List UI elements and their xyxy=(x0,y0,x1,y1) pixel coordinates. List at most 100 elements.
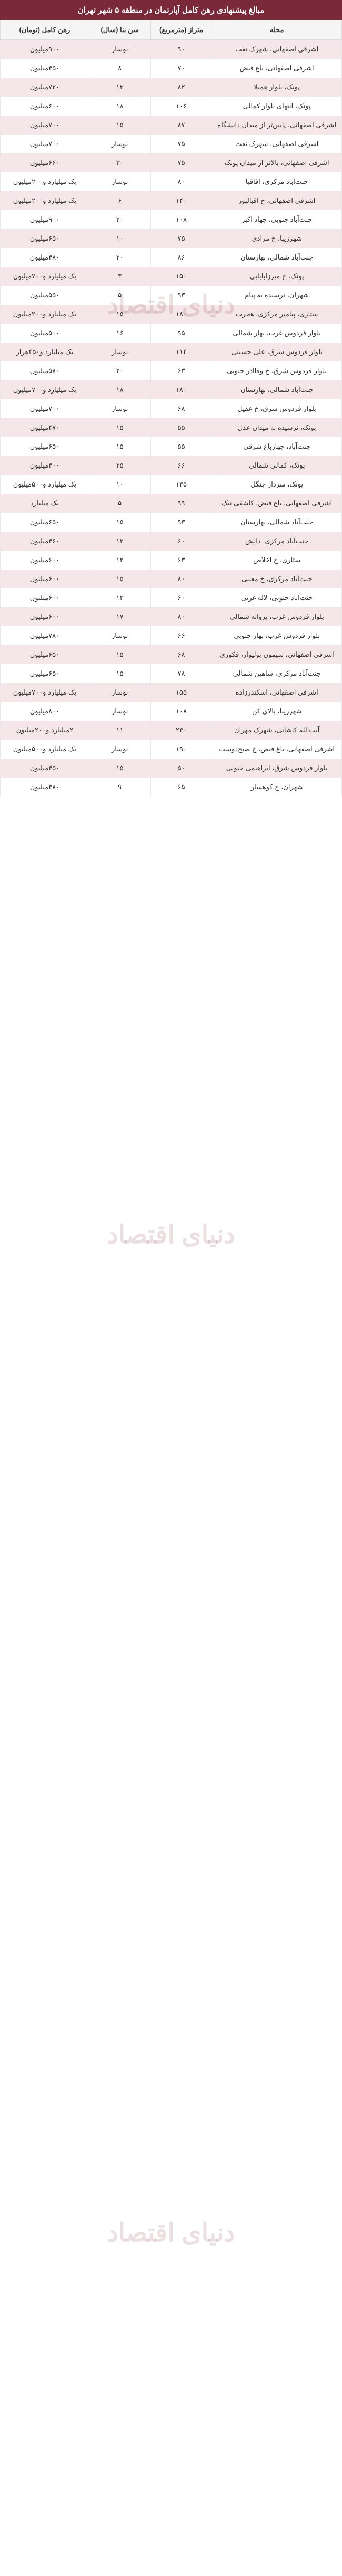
table-cell: ۷۰۰میلیون xyxy=(1,116,89,135)
table-cell: ۴۶۰میلیون xyxy=(1,532,89,551)
table-cell: ۸۰۰میلیون xyxy=(1,702,89,721)
table-cell: ۱۶ xyxy=(89,324,150,343)
table-cell: ۸۰ xyxy=(150,172,212,191)
table-row: پونک، بلوار همیلا۸۲۱۳۷۲۰میلیون xyxy=(1,78,342,97)
col-header-size: متراژ (مترمربع) xyxy=(150,20,212,40)
table-row: بلوار فردوس شرق، علی حسینی۱۱۴نوسازیک میل… xyxy=(1,343,342,361)
watermark-icon: دنیای اقتصاد xyxy=(107,2218,235,2248)
table-row: بلوار فردوس شرق، خ وفاآذر جنوبی۶۳۲۰۵۸۰می… xyxy=(1,361,342,380)
table-cell: نوساز xyxy=(89,343,150,361)
table-cell: ۶۵۰میلیون xyxy=(1,513,89,532)
table-row: بلوار فردوس غرب، بهار جنوبی۶۶نوساز۷۸۰میل… xyxy=(1,626,342,645)
price-table: محله متراژ (مترمربع) سن بنا (سال) رهن کا… xyxy=(0,20,342,796)
table-cell: ۱۵ xyxy=(89,759,150,778)
table-cell: ۶۵۰میلیون xyxy=(1,229,89,248)
table-cell: ۹۰۰میلیون xyxy=(1,40,89,59)
table-cell: ۶۵۰میلیون xyxy=(1,437,89,456)
table-row: بلوار فردوس غرب، پروانه شمالی۸۰۱۷۶۰۰میلی… xyxy=(1,607,342,626)
table-cell: جنت‌آباد مرکزی، آقاقیا xyxy=(212,172,342,191)
table-cell: ۵۰ xyxy=(150,759,212,778)
table-cell: اشرفی اصفهانی، شهرک نفت xyxy=(212,135,342,153)
table-row: جنت‌آباد جنوبی، جهاد اکبر۱۰۸۲۰۹۰۰میلیون xyxy=(1,210,342,229)
page-title: مبالغ پیشنهادی رهن کامل آپارتمان در منطق… xyxy=(0,0,342,20)
table-cell: ۸۰ xyxy=(150,570,212,588)
table-row: پونک، سردار جنگل۱۳۵۱۰یک میلیارد و۵۰۰میلی… xyxy=(1,475,342,494)
table-cell: ۹۵ xyxy=(150,324,212,343)
table-cell: پونک، سردار جنگل xyxy=(212,475,342,494)
table-cell: جنت‌آباد جنوبی، لاله غربی xyxy=(212,588,342,607)
table-row: جنت‌آباد مرکزی، شاهین شمالی۷۸۱۵۶۵۰میلیون xyxy=(1,664,342,683)
table-cell: ۶۰ xyxy=(150,588,212,607)
table-cell: جنت‌آباد مرکزی، شاهین شمالی xyxy=(212,664,342,683)
table-cell: ۴۵۰میلیون xyxy=(1,59,89,78)
table-cell: ۷۵ xyxy=(150,229,212,248)
table-cell: یک میلیارد و۵۰۰میلیون xyxy=(1,475,89,494)
table-cell: ۱۲ xyxy=(89,551,150,570)
table-cell: ۵۸۰میلیون xyxy=(1,361,89,380)
table-cell: یک میلیارد و۲۰۰میلیون xyxy=(1,305,89,324)
table-cell: ۹۳ xyxy=(150,513,212,532)
table-cell: ۲میلیارد و۲۰۰میلیون xyxy=(1,721,89,740)
table-row: شهرزیبا، خ مرادی۷۵۱۰۶۵۰میلیون xyxy=(1,229,342,248)
table-cell: ۶۰۰میلیون xyxy=(1,570,89,588)
table-cell: اشرفی اصفهانی، باغ فیض xyxy=(212,59,342,78)
table-row: جنت‌آباد، چهارباغ شرقی۵۵۱۵۶۵۰میلیون xyxy=(1,437,342,456)
table-cell: نوساز xyxy=(89,702,150,721)
table-cell: ۱۵ xyxy=(89,437,150,456)
table-cell: جنت‌آباد مرکزی، خ معینی xyxy=(212,570,342,588)
table-cell: ۱۸۰ xyxy=(150,305,212,324)
table-row: جنت‌آباد مرکزی، خ معینی۸۰۱۵۶۰۰میلیون xyxy=(1,570,342,588)
table-cell: ۵۵ xyxy=(150,437,212,456)
table-cell: اشرفی اصفهانی، خ اقبالپور xyxy=(212,191,342,210)
table-row: اشرفی اصفهانی، باغ فیض، خ صبح‌دوست۱۹۰نوس… xyxy=(1,740,342,759)
table-cell: نوساز xyxy=(89,683,150,702)
table-cell: جنت‌آباد شمالی، بهارستان xyxy=(212,380,342,399)
table-cell: جنت‌آباد، چهارباغ شرقی xyxy=(212,437,342,456)
table-cell: ۶۳ xyxy=(150,551,212,570)
table-cell: ۲۰ xyxy=(89,210,150,229)
table-cell: ۶۰۰میلیون xyxy=(1,588,89,607)
table-row: اشرفی اصفهانی، باغ فیض۷۰۸۴۵۰میلیون xyxy=(1,59,342,78)
table-cell: ۹ xyxy=(89,778,150,796)
table-cell: ۱۰۸ xyxy=(150,210,212,229)
table-row: پونک، انتهای بلوار کمالی۱۰۶۱۸۶۰۰میلیون xyxy=(1,97,342,116)
table-cell: ۶۰ xyxy=(150,532,212,551)
table-cell: شهرزیبا، بالای کن xyxy=(212,702,342,721)
table-cell: ۷۰۰میلیون xyxy=(1,399,89,418)
table-cell: ۳ xyxy=(89,267,150,286)
table-row: جنت‌آباد شمالی، بهارستان۹۳۱۵۶۵۰میلیون xyxy=(1,513,342,532)
table-cell: نوساز xyxy=(89,172,150,191)
table-row: شهرزیبا، بالای کن۱۰۸نوساز۸۰۰میلیون xyxy=(1,702,342,721)
table-cell: ۸ xyxy=(89,59,150,78)
table-cell: ۸۷ xyxy=(150,116,212,135)
table-cell: ۶۳ xyxy=(150,361,212,380)
table-cell: ۶۶۰میلیون xyxy=(1,153,89,172)
table-cell: ۲۰ xyxy=(89,361,150,380)
table-cell: ۵۰۰میلیون xyxy=(1,324,89,343)
table-container: مبالغ پیشنهادی رهن کامل آپارتمان در منطق… xyxy=(0,0,342,796)
table-cell: بلوار فردوس شرق، ابراهیمی جنوبی xyxy=(212,759,342,778)
table-cell: ۱۷ xyxy=(89,607,150,626)
table-row: اشرفی اصفهانی، سیمون بولیوار، فکوری۶۸۱۵۶… xyxy=(1,645,342,664)
table-row: اشرفی اصفهانی، شهرک نفت۹۰نوساز۹۰۰میلیون xyxy=(1,40,342,59)
table-cell: ۵ xyxy=(89,494,150,513)
table-cell: ۷۵ xyxy=(150,153,212,172)
table-cell: یک میلیارد و۷۰۰میلیون xyxy=(1,267,89,286)
col-header-area: محله xyxy=(212,20,342,40)
table-cell: ۱۰ xyxy=(89,229,150,248)
table-cell: ۱۵۰ xyxy=(150,267,212,286)
table-row: بلوار فردوس غرب، بهار شمالی۹۵۱۶۵۰۰میلیون xyxy=(1,324,342,343)
table-cell: ۱۴۰ xyxy=(150,191,212,210)
col-header-price: رهن کامل (تومان) xyxy=(1,20,89,40)
table-cell: پونک، نرسیده به میدان عدل xyxy=(212,418,342,437)
table-cell: ستاری، خ اخلاص xyxy=(212,551,342,570)
table-cell: یک میلیارد xyxy=(1,494,89,513)
table-cell: ۱۱ xyxy=(89,721,150,740)
table-cell: پونک، خ میرزابابایی xyxy=(212,267,342,286)
table-row: پونک، کمالی شمالی۶۶۲۵۴۰۰میلیون xyxy=(1,456,342,475)
table-row: بلوار فردوس شرق، خ عقیل۶۸نوساز۷۰۰میلیون xyxy=(1,399,342,418)
table-cell: ۱۵۵ xyxy=(150,683,212,702)
col-header-age: سن بنا (سال) xyxy=(89,20,150,40)
table-row: اشرفی اصفهانی، خ اقبالپور۱۴۰۶یک میلیارد … xyxy=(1,191,342,210)
table-cell: اشرفی اصفهانی، باغ فیض، کاشفی نیک xyxy=(212,494,342,513)
